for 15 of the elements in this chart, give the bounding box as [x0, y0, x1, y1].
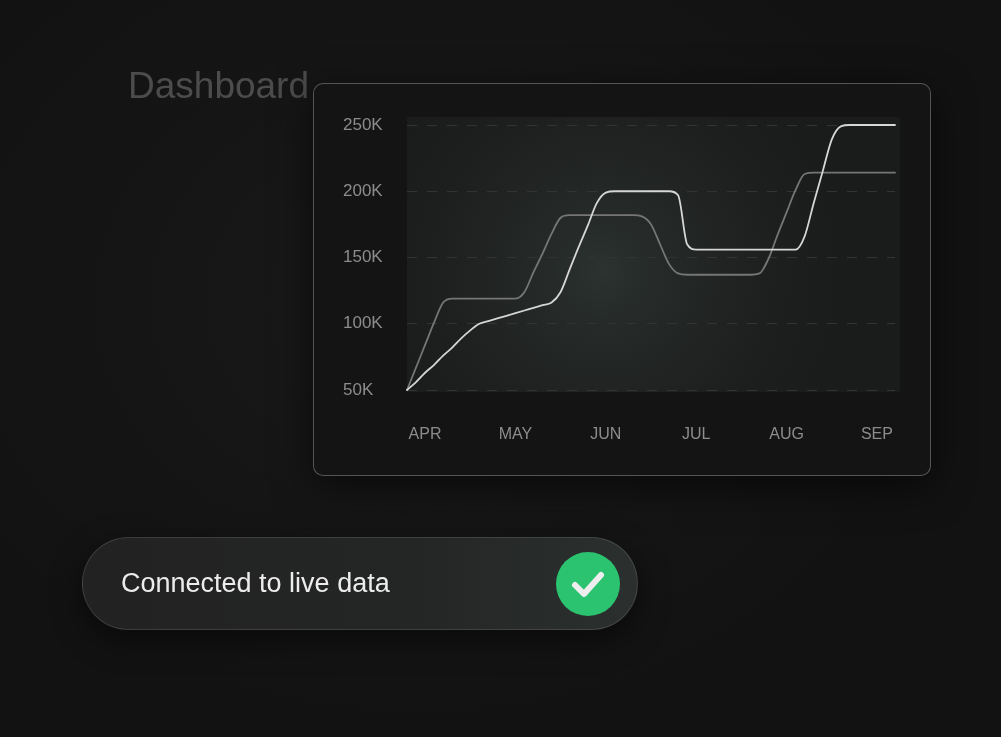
y-tick-label: 250K	[343, 114, 384, 134]
x-tick-label: MAY	[498, 425, 533, 443]
x-tick-label: APR	[408, 425, 442, 443]
line-series	[406, 124, 896, 391]
x-tick-label: AUG	[769, 425, 804, 443]
x-tick-label: JUN	[590, 425, 622, 443]
y-tick-label: 100K	[343, 313, 384, 333]
status-badge: Connected to live data	[82, 537, 638, 630]
y-tick-label: 200K	[343, 180, 384, 200]
x-tick-label: JUL	[681, 425, 711, 443]
x-tick-label: SEP	[860, 425, 893, 443]
line-series	[406, 171, 896, 391]
y-tick-label: 150K	[343, 247, 384, 267]
chart-title: Dashboard	[128, 64, 310, 108]
y-tick-label: 50K	[343, 379, 374, 399]
